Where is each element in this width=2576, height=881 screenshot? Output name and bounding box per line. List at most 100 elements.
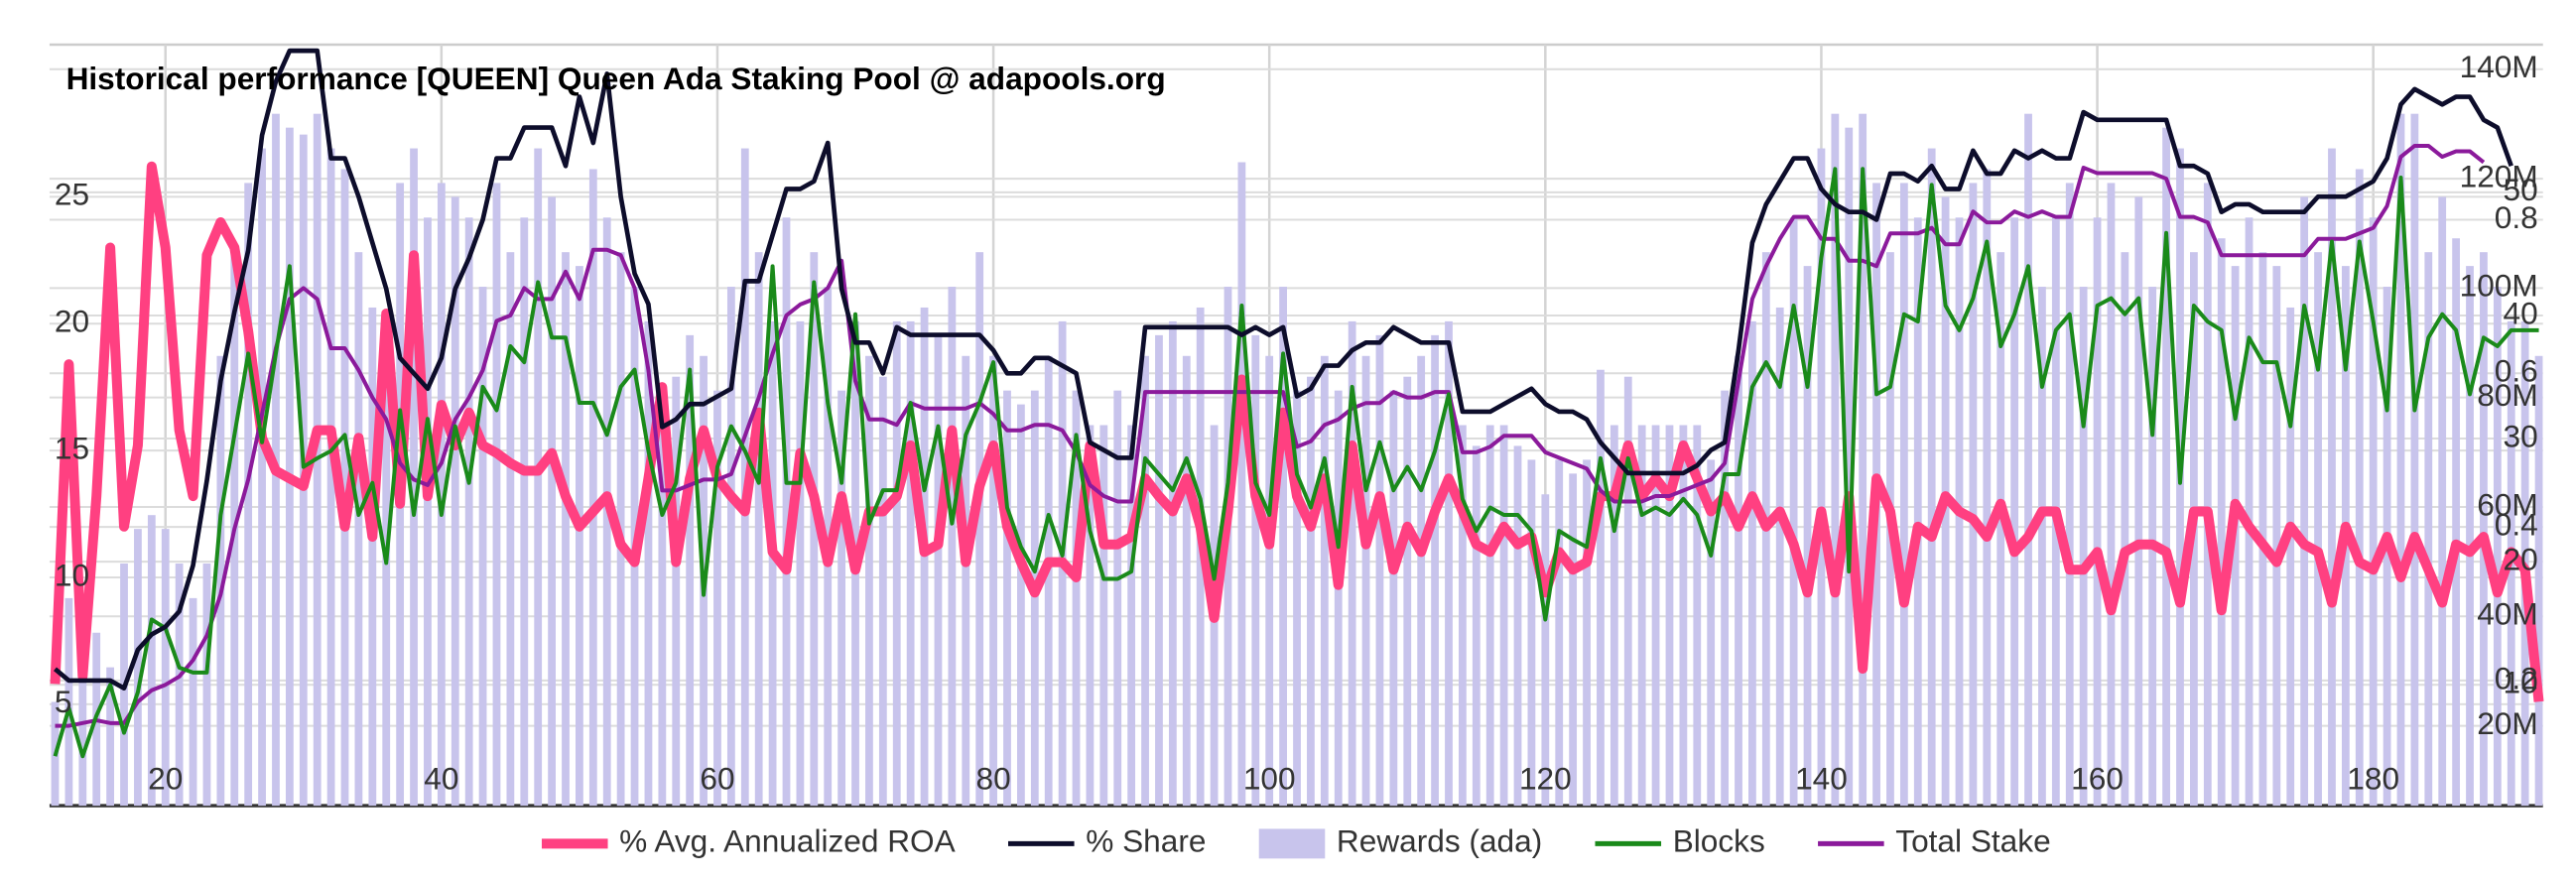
bar <box>2107 183 2116 807</box>
bar <box>1693 425 1702 807</box>
bar <box>1431 334 1439 807</box>
bar <box>2286 307 2295 807</box>
bar <box>1417 355 1426 807</box>
y-tick-label: 100M <box>2460 268 2538 304</box>
legend-swatch <box>1818 840 1884 846</box>
bar <box>1361 355 1370 807</box>
bar <box>1485 425 1494 807</box>
bar <box>2010 217 2019 807</box>
bar <box>906 320 915 807</box>
bar <box>810 252 819 807</box>
bar <box>2369 217 2378 807</box>
legend-swatch <box>1258 828 1326 859</box>
bar <box>1017 404 1025 807</box>
bar <box>934 334 943 807</box>
bar <box>2258 252 2267 807</box>
y-tick-label: 10 <box>2504 665 2538 700</box>
bar <box>2134 196 2143 807</box>
bar <box>340 169 349 807</box>
bar <box>644 320 653 807</box>
bar <box>1113 390 1122 807</box>
legend-item: Total Stake <box>1818 823 2051 859</box>
y-tick-label: 50 <box>2504 172 2538 207</box>
bar <box>2355 169 2364 807</box>
legend-label: % Avg. Annualized ROA <box>619 823 956 859</box>
y-tick-label: 0.8 <box>2495 199 2538 235</box>
bar <box>1789 217 1798 807</box>
bar <box>1527 459 1536 807</box>
bar <box>548 196 556 807</box>
bar <box>562 252 570 807</box>
bar <box>1293 390 1301 807</box>
y-tick-label: 25 <box>55 177 89 212</box>
labels: 20 40 60 80 100 120 140 160 180 5 10 15 20 25 0.2 0.4 0.… <box>55 49 2538 796</box>
bar <box>878 376 887 807</box>
bar <box>576 266 583 807</box>
bar <box>1859 113 1868 807</box>
line <box>53 48 2513 691</box>
bar <box>1320 355 1329 807</box>
line <box>53 167 2539 759</box>
bar <box>492 183 501 807</box>
bar <box>686 334 695 807</box>
bar <box>989 355 997 807</box>
x-tick-label: 180 <box>2347 760 2399 796</box>
bar <box>1389 390 1398 807</box>
bar <box>2065 183 2074 807</box>
bar <box>713 390 721 807</box>
y-tick-label: 20 <box>55 304 89 339</box>
bar <box>1651 425 1660 807</box>
bar <box>1707 459 1716 807</box>
bar <box>962 355 970 807</box>
bar <box>1899 183 1908 807</box>
bar <box>2024 113 2032 807</box>
bar <box>1803 266 1812 807</box>
y-tick-label: 15 <box>55 430 89 465</box>
bar <box>1141 355 1149 807</box>
y-tick-label: 30 <box>2504 418 2538 453</box>
bar <box>437 183 446 807</box>
bar <box>1637 425 1646 807</box>
bar <box>2121 252 2129 807</box>
bar <box>865 355 873 807</box>
legend-swatch <box>1008 840 1075 846</box>
y-tick-label: 5 <box>55 684 72 719</box>
legend-item: Rewards (ada) <box>1258 823 1542 859</box>
bar <box>2328 148 2336 807</box>
bar <box>1927 148 1936 807</box>
bar <box>1251 334 1260 807</box>
bar <box>1775 307 1784 807</box>
bar <box>1817 148 1826 807</box>
chart-title: Historical performance [QUEEN] Queen Ada… <box>66 61 1166 96</box>
y-tick-label: 20M <box>2477 705 2538 741</box>
y-tick-label: 80M <box>2477 377 2538 413</box>
x-tick-label: 120 <box>1519 760 1572 796</box>
legend-item: Blocks <box>1595 823 1765 859</box>
bar <box>1996 252 2005 807</box>
bar <box>2203 183 2212 807</box>
bar <box>161 529 170 807</box>
bar <box>1307 376 1315 807</box>
x-tick-label: 80 <box>976 760 1011 796</box>
bar <box>424 217 432 807</box>
line <box>50 161 2544 702</box>
bar <box>2079 287 2088 807</box>
bar <box>64 597 73 807</box>
bar <box>1541 494 1550 807</box>
bar <box>1348 320 1356 807</box>
bar <box>1030 390 1039 807</box>
bar <box>2217 238 2226 807</box>
y-tick-label: 40M <box>2477 596 2538 632</box>
bar <box>1679 425 1688 807</box>
bar <box>1003 390 1011 807</box>
y-tick-label: 120M <box>2460 158 2538 193</box>
bar <box>134 529 142 807</box>
bar <box>1127 425 1136 807</box>
bar <box>1845 127 1854 807</box>
bar <box>147 515 156 807</box>
bar <box>534 148 543 807</box>
bar <box>2534 355 2543 807</box>
bar <box>837 390 846 807</box>
bar <box>2162 127 2170 807</box>
